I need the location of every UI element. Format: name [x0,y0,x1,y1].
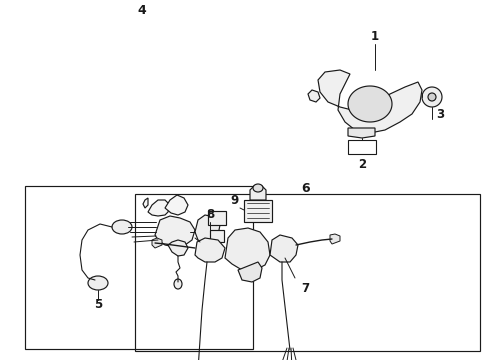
Text: 9: 9 [230,194,238,207]
Polygon shape [165,195,188,215]
Polygon shape [330,234,340,244]
Polygon shape [348,128,375,138]
Text: 7: 7 [301,282,309,294]
Polygon shape [238,262,262,282]
Ellipse shape [428,93,436,101]
Polygon shape [250,186,266,200]
Polygon shape [348,86,392,122]
Polygon shape [225,228,270,270]
Bar [25,186,253,349]
Polygon shape [308,90,320,102]
Ellipse shape [88,276,108,290]
Polygon shape [270,235,298,262]
Polygon shape [152,238,162,248]
Polygon shape [318,70,422,132]
Ellipse shape [174,279,182,289]
Bar [208,211,226,225]
Polygon shape [155,216,195,247]
Text: 3: 3 [436,108,444,121]
Ellipse shape [253,184,263,192]
Text: 2: 2 [358,158,366,171]
Polygon shape [143,198,148,208]
Bar [135,194,480,351]
Polygon shape [168,240,188,256]
Text: 6: 6 [302,181,310,194]
Ellipse shape [422,87,442,107]
Ellipse shape [112,220,132,234]
Polygon shape [148,200,170,216]
Bar [244,200,272,222]
Bar [210,230,224,242]
Polygon shape [195,215,220,243]
Text: 1: 1 [371,30,379,42]
Polygon shape [195,238,225,262]
Text: 8: 8 [206,207,214,220]
Bar [348,140,376,154]
Text: 5: 5 [94,298,102,311]
Text: 4: 4 [138,4,147,17]
